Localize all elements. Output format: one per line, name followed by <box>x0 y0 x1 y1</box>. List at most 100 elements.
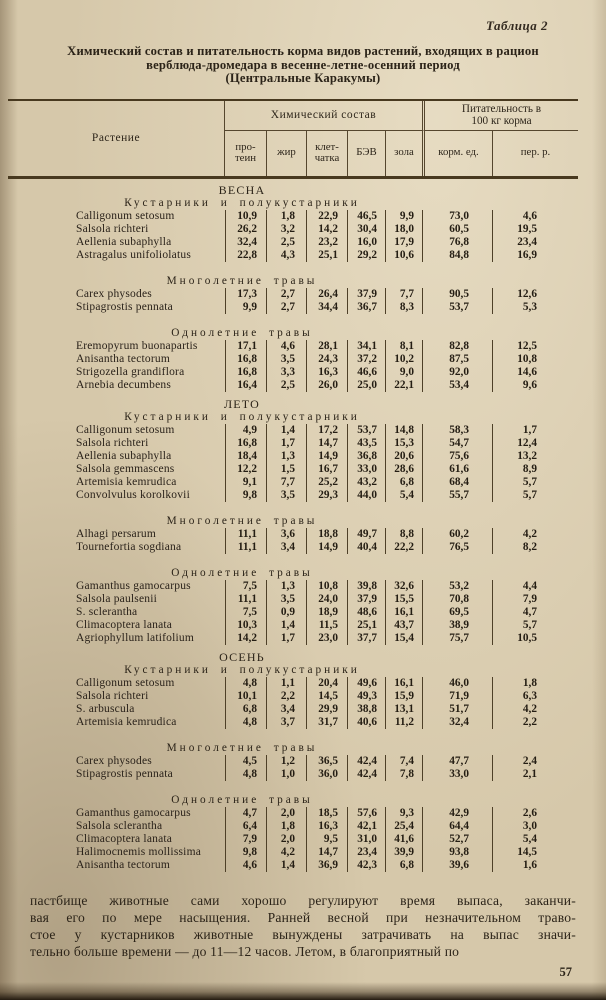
cell-value: 20,4 <box>306 676 347 690</box>
cell-value: 70,8 <box>422 592 492 606</box>
table-row: Gamanthus gamocarpus 4,7 2,0 18,5 57,6 9,3 42,… <box>8 806 578 820</box>
cell-value: 3,5 <box>266 488 306 502</box>
table-row: Convolvulus korolkovii 9,8 3,5 29,3 44,0 5,4 5… <box>8 488 578 502</box>
table-row: Salsola sclerantha 6,4 1,8 16,3 42,1 25,4 64,4… <box>8 819 578 833</box>
table-row: Halimocnemis mollissima 9,8 4,2 14,7 23,4 39,… <box>8 845 578 859</box>
cell-value: 1,7 <box>492 423 578 437</box>
cell-value: 24,0 <box>306 592 347 606</box>
cell-value: 4,8 <box>225 676 266 690</box>
table-row: Strigozella grandiflora 16,8 3,3 16,3 46,6 9,… <box>8 365 578 379</box>
cell-value: 48,6 <box>347 605 385 619</box>
cell-value: 3,0 <box>492 819 578 833</box>
cell-value: 29,9 <box>306 702 347 716</box>
cell-value: 17,3 <box>225 287 266 301</box>
cell-value: 15,5 <box>385 592 422 606</box>
cell-value: 26,0 <box>306 378 347 392</box>
cell-value: 60,5 <box>422 222 492 236</box>
cell-value: 54,7 <box>422 436 492 450</box>
body-paragraph: пастбище животные сами хорошо регулируют… <box>30 892 576 960</box>
cell-value: 7,4 <box>385 754 422 768</box>
plant-name: Anisantha tectorum <box>76 858 170 871</box>
plant-name: Salsola paulsenii <box>76 592 158 605</box>
column-group-nutrition: Питательность в 100 кг корма <box>422 100 578 131</box>
cell-value: 42,1 <box>347 819 385 833</box>
cell-value: 6,8 <box>385 475 422 489</box>
cell-value: 47,7 <box>422 754 492 768</box>
cell-value: 2,2 <box>492 715 578 729</box>
cell-value: 5,4 <box>385 488 422 502</box>
cell-value: 19,5 <box>492 222 578 236</box>
cell-value: 3,4 <box>266 702 306 716</box>
plant-name: Artemisia kemrudica <box>76 715 177 728</box>
table-row: Agriophyllum latifolium 14,2 1,7 23,0 37,7 15… <box>8 631 578 645</box>
cell-value: 42,3 <box>347 858 385 872</box>
cell-value: 53,4 <box>422 378 492 392</box>
cell-value: 36,8 <box>347 449 385 463</box>
plant-name: Calligonum setosum <box>76 423 175 436</box>
column-group-chemical: Химический состав <box>225 101 422 131</box>
cell-value: 16,1 <box>385 676 422 690</box>
cell-value: 20,6 <box>385 449 422 463</box>
cell-value: 64,4 <box>422 819 492 833</box>
plant-name: Artemisia kemrudica <box>76 475 177 488</box>
cell-value: 23,0 <box>306 631 347 645</box>
cell-value: 46,5 <box>347 209 385 223</box>
cell-value: 14,5 <box>492 845 578 859</box>
title-line-2: верблюда-дромедара в весенне-летне-осенн… <box>146 57 460 72</box>
cell-value: 5,7 <box>492 475 578 489</box>
column-header-digestible-protein: пер. р. <box>492 130 578 176</box>
cell-value: 14,7 <box>306 436 347 450</box>
plant-name: Eremopyrum buonapartis <box>76 339 198 352</box>
cell-value: 1,6 <box>492 858 578 872</box>
cell-value: 2,2 <box>266 689 306 703</box>
plant-name: Calligonum setosum <box>76 209 175 222</box>
cell-value: 46,6 <box>347 365 385 379</box>
cell-value: 37,9 <box>347 287 385 301</box>
cell-value: 3,5 <box>266 352 306 366</box>
cell-value: 55,7 <box>422 488 492 502</box>
cell-value: 1,7 <box>266 436 306 450</box>
cell-value: 1,8 <box>492 676 578 690</box>
cell-value: 4,2 <box>492 527 578 541</box>
cell-value: 11,1 <box>225 592 266 606</box>
cell-value: 39,9 <box>385 845 422 859</box>
cell-value: 9,6 <box>492 378 578 392</box>
cell-value: 4,8 <box>225 767 266 781</box>
cell-value: 10,5 <box>492 631 578 645</box>
cell-value: 41,6 <box>385 832 422 846</box>
cell-value: 2,7 <box>266 287 306 301</box>
cell-value: 3,5 <box>266 592 306 606</box>
plant-name: Aellenia subaphylla <box>76 449 172 462</box>
cell-value: 13,2 <box>492 449 578 463</box>
cell-value: 1,3 <box>266 449 306 463</box>
cell-value: 84,8 <box>422 248 492 262</box>
cell-value: 2,0 <box>266 832 306 846</box>
cell-value: 40,4 <box>347 540 385 554</box>
cell-value: 6,3 <box>492 689 578 703</box>
cell-value: 53,7 <box>347 423 385 437</box>
plant-name: S. sclerantha <box>76 605 138 618</box>
cell-value: 36,5 <box>306 754 347 768</box>
cell-value: 14,2 <box>306 222 347 236</box>
cell-value: 18,8 <box>306 527 347 541</box>
cell-value: 5,3 <box>492 300 578 314</box>
cell-value: 73,0 <box>422 209 492 223</box>
cell-value: 39,8 <box>347 579 385 593</box>
cell-value: 18,9 <box>306 605 347 619</box>
season-heading: ВЕСНА <box>218 182 266 197</box>
cell-value: 58,3 <box>422 423 492 437</box>
table-row: Anisantha tectorum 4,6 1,4 36,9 42,3 6,8 39,6 1… <box>8 858 578 872</box>
cell-value: 15,3 <box>385 436 422 450</box>
cell-value: 14,5 <box>306 689 347 703</box>
title-line-3: (Центральные Каракумы) <box>225 71 381 85</box>
cell-value: 32,6 <box>385 579 422 593</box>
table-row: S. arbuscula 6,8 3,4 29,9 38,8 13,1 51,7 4,2 <box>8 702 578 716</box>
column-header-ash: зола <box>385 130 422 176</box>
plant-name: Tournefortia sogdiana <box>76 540 182 553</box>
table-row: Climacoptera lanata 7,9 2,0 9,5 31,0 41,6 52,7… <box>8 832 578 846</box>
cell-value: 2,1 <box>492 767 578 781</box>
cell-value: 1,4 <box>266 858 306 872</box>
cell-value: 14,9 <box>306 540 347 554</box>
table-row: Aellenia subaphylla 32,4 2,5 23,2 16,0 17,9 76… <box>8 235 578 249</box>
cell-value: 43,5 <box>347 436 385 450</box>
